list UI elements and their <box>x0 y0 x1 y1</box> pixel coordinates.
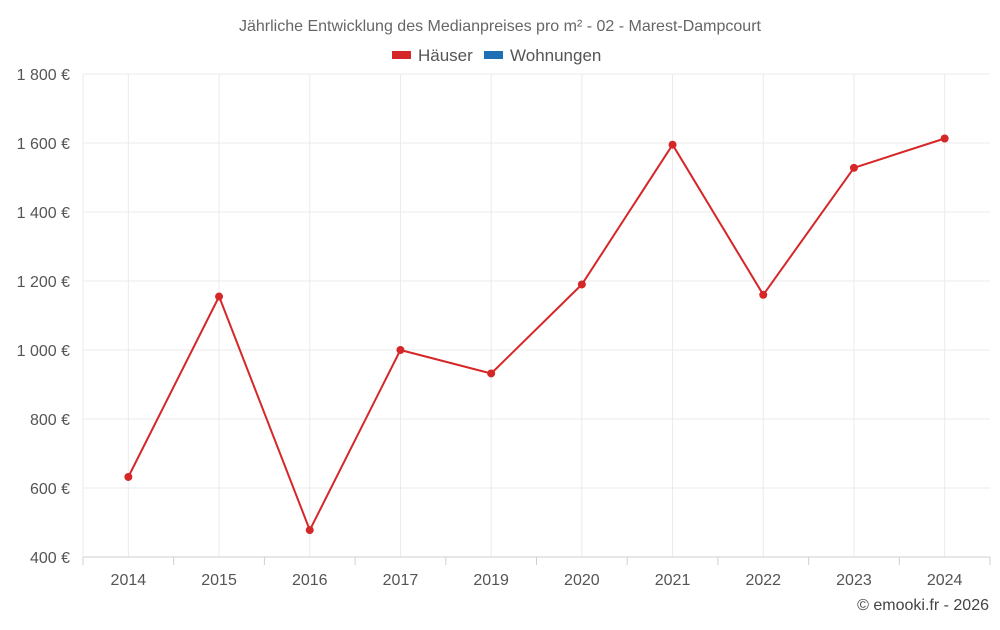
legend-item-haeuser[interactable]: Häuser <box>392 46 473 65</box>
x-tick-label: 2024 <box>927 572 963 589</box>
data-point[interactable] <box>396 346 405 354</box>
credit-text: © emooki.fr - 2026 <box>857 597 989 614</box>
y-tick-label: 1 800 € <box>17 67 70 84</box>
legend-label-haeuser: Häuser <box>418 46 473 65</box>
data-point[interactable] <box>849 163 858 172</box>
x-tick-label: 2020 <box>564 572 600 589</box>
y-tick-label: 1 400 € <box>17 205 70 222</box>
x-tick-label: 2022 <box>745 572 781 589</box>
x-axis-ticks: 2014 2015 2016 2017 2019 2020 2021 2022 2023 2024 <box>82 557 991 589</box>
series-line-0 <box>127 137 945 532</box>
data-point[interactable] <box>305 526 314 535</box>
y-tick-label: 1 200 € <box>17 274 70 291</box>
legend-item-wohnungen[interactable]: Wohnungen <box>484 46 601 65</box>
grid <box>83 73 990 557</box>
data-point[interactable] <box>487 369 496 378</box>
x-tick-label: 2017 <box>383 572 419 589</box>
data-point[interactable] <box>124 472 133 481</box>
x-tick-label: 2016 <box>292 572 328 589</box>
data-point[interactable] <box>577 280 586 289</box>
x-tick-label: 2021 <box>655 572 691 589</box>
x-tick-label: 2019 <box>473 572 509 589</box>
y-axis-ticks: 400 € 600 € 800 € 1 000 € 1 200 € 1 400 € 1 60… <box>17 67 70 567</box>
x-tick-label: 2014 <box>111 572 147 589</box>
x-tick-label: 2023 <box>836 572 872 589</box>
data-point[interactable] <box>759 290 768 299</box>
legend-label-wohnungen: Wohnungen <box>510 46 601 65</box>
y-tick-label: 400 € <box>30 550 70 567</box>
y-tick-label: 600 € <box>30 481 70 498</box>
series-layer <box>124 134 949 535</box>
y-tick-label: 1 000 € <box>17 343 70 360</box>
x-tick-label: 2015 <box>201 572 237 589</box>
y-tick-label: 800 € <box>30 412 70 429</box>
data-point[interactable] <box>668 140 677 149</box>
legend: Häuser Wohnungen <box>392 46 601 65</box>
y-tick-label: 1 600 € <box>17 136 70 153</box>
legend-swatch-haeuser <box>392 51 411 59</box>
chart-title: Jährliche Entwicklung des Medianpreises … <box>239 18 762 35</box>
data-point[interactable] <box>940 134 949 143</box>
data-point[interactable] <box>215 292 224 301</box>
legend-swatch-wohnungen <box>484 51 503 59</box>
